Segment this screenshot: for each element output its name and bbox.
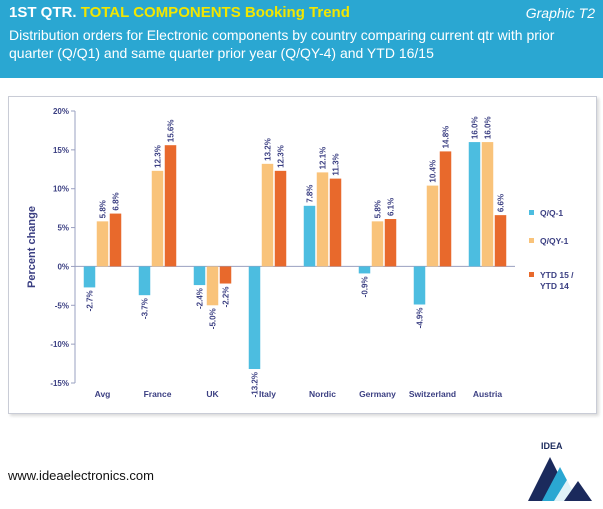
x-tick-label: Nordic (309, 389, 336, 399)
chart-panel: 20% 15% 10% 5% 0% -5% -10% -15% Percent change -2… (8, 96, 597, 414)
y-tick-label: 20% (53, 107, 69, 116)
bar-austria-series-1 (468, 142, 481, 267)
data-label: 12.1% (319, 147, 328, 170)
header-banner: 1ST QTR. TOTAL COMPONENTS Booking Trend … (0, 0, 603, 78)
x-tick-label: Austria (473, 389, 503, 399)
title-main: TOTAL COMPONENTS Booking Trend (80, 4, 350, 21)
data-label: 7.8% (306, 185, 315, 203)
data-label: -2.7% (86, 290, 95, 311)
bar-switzerland-series-2 (426, 185, 439, 267)
bar-nordic-series-2 (316, 172, 329, 267)
data-label: 11.3% (332, 153, 341, 175)
y-tick-label: 0% (57, 262, 69, 271)
data-label: 12.3% (154, 145, 163, 168)
data-label: 6.1% (387, 198, 396, 216)
data-label: -2.4% (196, 288, 205, 309)
website-link[interactable]: www.ideaelectronics.com (8, 468, 154, 483)
bar-avg-series-2 (96, 221, 109, 267)
y-tick-label: 15% (53, 146, 69, 155)
page-title: 1ST QTR. TOTAL COMPONENTS Booking Trend (9, 4, 350, 21)
data-label: 16.0% (484, 116, 493, 139)
bar-nordic-series-1 (303, 205, 316, 267)
data-label: -2.2% (222, 287, 231, 308)
legend-label: Q/Q-1 (540, 208, 563, 218)
data-label: -3.7% (141, 298, 150, 319)
bar-avg-series-1 (83, 266, 96, 288)
legend-swatch-3 (529, 272, 534, 277)
x-tick-label: Germany (359, 389, 396, 399)
data-label: 6.8% (112, 192, 121, 210)
bar-france-series-1 (138, 266, 151, 296)
bar-france-series-2 (151, 170, 164, 267)
x-tick-label: Avg (95, 389, 111, 399)
data-label: 16.0% (471, 116, 480, 139)
legend-label: YTD 15 / (540, 270, 574, 280)
data-label: 12.3% (277, 145, 286, 168)
data-label: 6.6% (497, 194, 506, 212)
data-label: 5.8% (99, 200, 108, 218)
bar-uk-series-3 (219, 266, 232, 284)
y-tick-label: -10% (50, 340, 69, 349)
page-subtitle: Distribution orders for Electronic compo… (9, 27, 555, 61)
data-label: -13.2% (251, 372, 260, 397)
data-label: -5.0% (209, 308, 218, 329)
x-tick-label: Italy (259, 389, 276, 399)
bar-italy-series-3 (274, 170, 287, 267)
bar-switzerland-series-3 (439, 151, 452, 267)
data-label: 14.8% (442, 126, 451, 149)
bar-nordic-series-3 (329, 178, 342, 267)
bar-uk-series-2 (206, 266, 219, 306)
x-tick-label: UK (206, 389, 219, 399)
y-tick-label: 10% (53, 185, 69, 194)
title-prefix: 1ST QTR. (9, 4, 77, 21)
bar-avg-series-3 (109, 213, 122, 267)
legend-label: YTD 14 (540, 281, 569, 291)
y-tick-label: -15% (50, 379, 69, 388)
y-tick-label: 5% (57, 224, 69, 233)
bar-switzerland-series-1 (413, 266, 426, 305)
y-tick-label: -5% (55, 301, 69, 310)
bar-austria-series-3 (494, 215, 507, 267)
y-axis-label: Percent change (26, 206, 38, 288)
x-tick-label: Switzerland (409, 389, 456, 399)
data-label: 5.8% (374, 200, 383, 218)
legend-swatch-2 (529, 238, 534, 243)
bar-germany-series-2 (371, 221, 384, 267)
data-label: -0.9% (361, 276, 370, 297)
logo-text: IDEA (541, 441, 563, 451)
data-label: 10.4% (429, 160, 438, 183)
bar-chart: 20% 15% 10% 5% 0% -5% -10% -15% Percent change -2… (26, 107, 574, 399)
data-label: -4.9% (416, 308, 425, 329)
legend-label: Q/QY-1 (540, 236, 569, 246)
graphic-label: Graphic T2 (525, 5, 595, 21)
idea-logo (528, 457, 592, 501)
legend-swatch-1 (529, 210, 534, 215)
bar-germany-series-3 (384, 219, 397, 267)
bar-austria-series-2 (481, 142, 494, 267)
bar-france-series-3 (164, 145, 177, 267)
data-label: 15.6% (167, 120, 176, 143)
data-label: 13.2% (264, 138, 273, 161)
bar-italy-series-2 (261, 163, 274, 267)
x-tick-label: France (144, 389, 172, 399)
bar-uk-series-1 (193, 266, 206, 286)
bar-germany-series-1 (358, 266, 371, 274)
bar-italy-series-1 (248, 266, 261, 370)
